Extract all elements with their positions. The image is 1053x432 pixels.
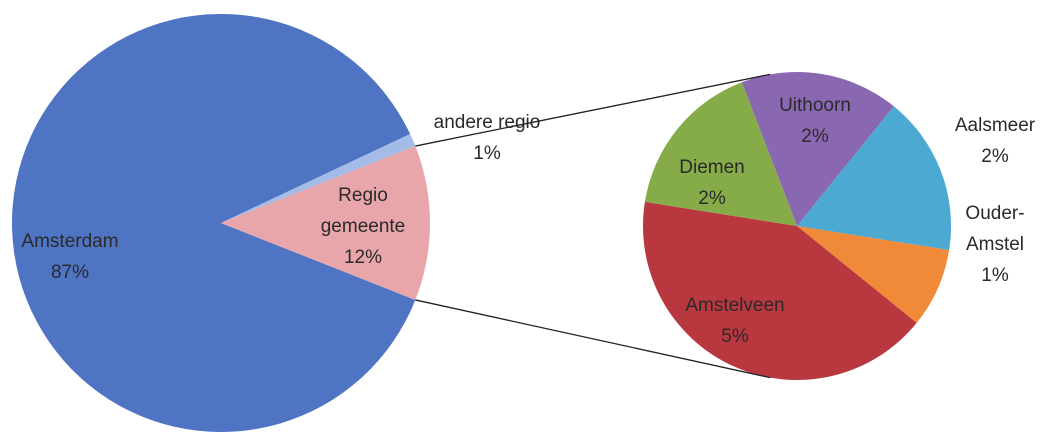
- pie-slice: [221, 134, 416, 223]
- pie-slice: [644, 82, 797, 227]
- slice-value-label: 2%: [981, 146, 1009, 167]
- slice-label-line: Regio: [338, 185, 388, 206]
- slice-label: Diemen: [679, 157, 744, 178]
- slice-value-label: 87%: [51, 262, 89, 283]
- slice-label: Amstelveen: [685, 295, 784, 316]
- pie-slice: [797, 226, 950, 323]
- slice-label-line: Amstelveen: [685, 295, 784, 316]
- slice-label: Aalsmeer: [955, 115, 1036, 136]
- pie-slice: [221, 146, 430, 300]
- slice-value-label: 2%: [801, 126, 829, 147]
- slice-label: Amsterdam: [21, 231, 118, 252]
- pie-slice: [643, 201, 917, 381]
- pie-slice: [11, 13, 416, 432]
- slice-value-label: 1%: [981, 265, 1009, 286]
- slice-label-line: Amstel: [966, 234, 1024, 255]
- slice-value-label: 5%: [721, 326, 749, 347]
- pie-slice: [741, 71, 894, 226]
- connector-line: [415, 73, 771, 147]
- slice-value-label: 2%: [698, 188, 726, 209]
- slice-value-label: 1%: [473, 143, 501, 164]
- connector-line: [415, 299, 771, 379]
- slice-label-line: Ouder-: [965, 203, 1024, 224]
- slice-label: Uithoorn: [779, 95, 851, 116]
- slice-label: andere regio: [434, 112, 541, 133]
- slice-value-label: 12%: [344, 247, 382, 268]
- slice-label-line: Aalsmeer: [955, 115, 1036, 136]
- pie-slice: [797, 106, 951, 251]
- slice-label-line: gemeente: [321, 216, 406, 237]
- slice-label: Ouder- Amstel: [965, 203, 1024, 255]
- slice-label-line: Amsterdam: [21, 231, 118, 252]
- slice-label: Regio gemeente: [321, 185, 406, 237]
- slice-label-line: andere regio: [434, 112, 541, 133]
- slice-label-line: Diemen: [679, 157, 744, 178]
- slice-label-line: Uithoorn: [779, 95, 851, 116]
